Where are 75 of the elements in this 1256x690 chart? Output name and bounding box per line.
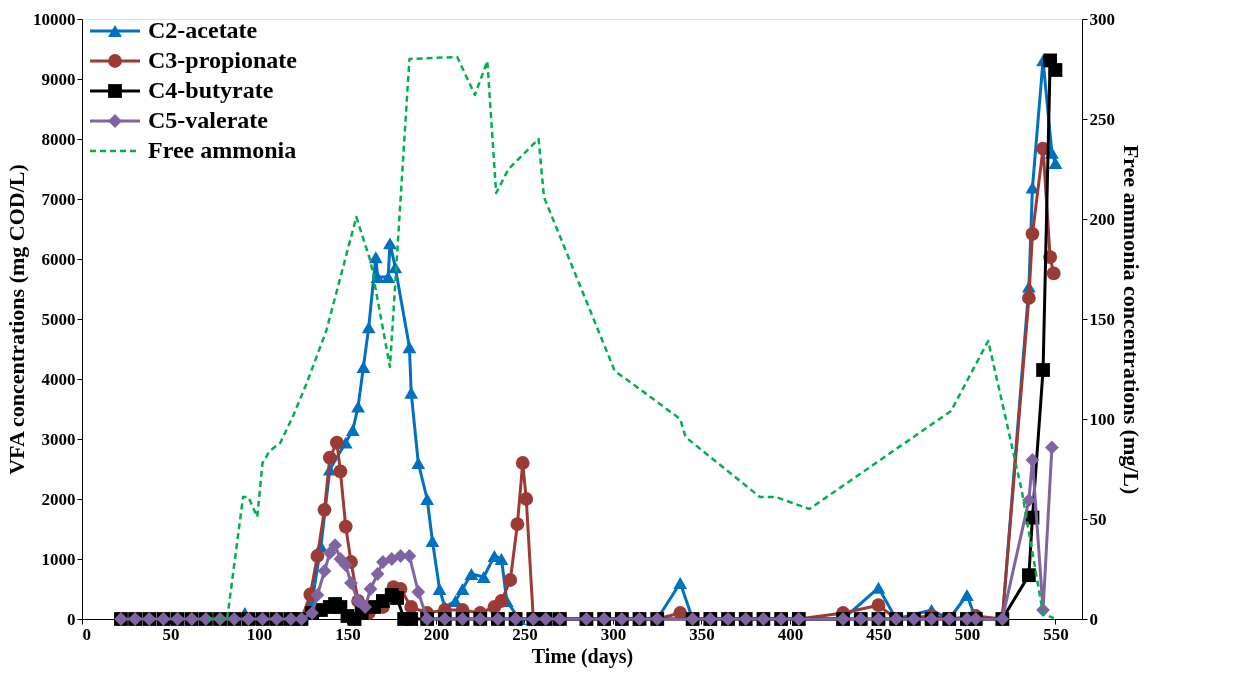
x-tick-label: 250 (512, 624, 538, 644)
point (383, 237, 397, 250)
point (494, 594, 509, 608)
y-tick-label: 6000 (41, 249, 76, 269)
y-tick-label: 1000 (41, 549, 76, 569)
y2-axis-title: Free ammonia concentrations (mg/L) (1119, 144, 1144, 495)
y2-tick-label: 300 (1089, 9, 1115, 29)
x-tick-label: 100 (246, 624, 273, 644)
point (322, 450, 337, 465)
point (515, 456, 530, 470)
point (404, 386, 419, 399)
point (381, 271, 396, 283)
point (503, 573, 518, 587)
point (494, 553, 509, 565)
y2-tick-label: 50 (1089, 509, 1107, 529)
y-tick-label: 10000 (33, 9, 76, 29)
legend-label: C4-butyrate (148, 77, 274, 103)
point (464, 568, 479, 580)
point (356, 361, 371, 373)
point (1022, 291, 1036, 305)
point (368, 251, 383, 264)
x-tick-label: 550 (1043, 624, 1069, 644)
x-tick-label: 500 (954, 624, 981, 644)
y2-tick-label: 0 (1089, 609, 1098, 629)
point (519, 492, 534, 506)
point (351, 400, 365, 413)
x-tick-label: 350 (689, 624, 715, 644)
y-tick-label: 5000 (41, 309, 76, 329)
y-tick-label: 0 (67, 609, 76, 629)
x-tick-label: 0 (82, 624, 91, 644)
y-tick-label: 4000 (41, 369, 76, 389)
y2-tick-label: 100 (1089, 409, 1115, 429)
point (1046, 266, 1061, 281)
x-tick-label: 300 (600, 624, 627, 644)
y2-tick-label: 150 (1089, 309, 1115, 329)
x-tick-label: 50 (162, 624, 180, 644)
point (871, 598, 886, 613)
legend-label: Free ammonia (148, 137, 297, 163)
point (345, 424, 360, 436)
legend-label: C3-propionate (148, 47, 298, 73)
point (402, 341, 417, 354)
point (338, 519, 353, 534)
point (310, 549, 325, 563)
point (361, 321, 376, 334)
point (673, 577, 688, 589)
point (1025, 226, 1040, 241)
x-tick-label: 450 (866, 624, 892, 644)
y-tick-label: 8000 (41, 129, 76, 149)
point (420, 493, 435, 505)
point (404, 600, 419, 614)
point (411, 457, 426, 469)
y-tick-label: 2000 (41, 489, 76, 509)
y2-tick-label: 250 (1089, 109, 1115, 129)
point (329, 435, 344, 450)
legend-label: C2-acetate (148, 17, 258, 43)
x-tick-label: 200 (423, 624, 450, 644)
point (425, 535, 440, 547)
legend-label: C5-valerate (148, 107, 269, 133)
point (455, 583, 470, 595)
y-tick-label: 7000 (41, 189, 76, 209)
x-tick-label: 150 (335, 624, 361, 644)
point (476, 571, 491, 583)
point (317, 502, 332, 517)
y2-tick-label: 200 (1089, 209, 1115, 229)
x-axis-title: Time (days) (531, 644, 634, 668)
y-tick-label: 9000 (41, 69, 76, 89)
y-tick-label: 3000 (41, 429, 76, 449)
point (432, 583, 447, 595)
point (1048, 157, 1063, 169)
point (960, 589, 974, 601)
point (510, 517, 525, 532)
point (871, 581, 886, 594)
point (333, 464, 348, 479)
y-axis-title: VFA concentrations (mg COD/L) (4, 164, 29, 475)
x-tick-label: 400 (777, 624, 804, 644)
